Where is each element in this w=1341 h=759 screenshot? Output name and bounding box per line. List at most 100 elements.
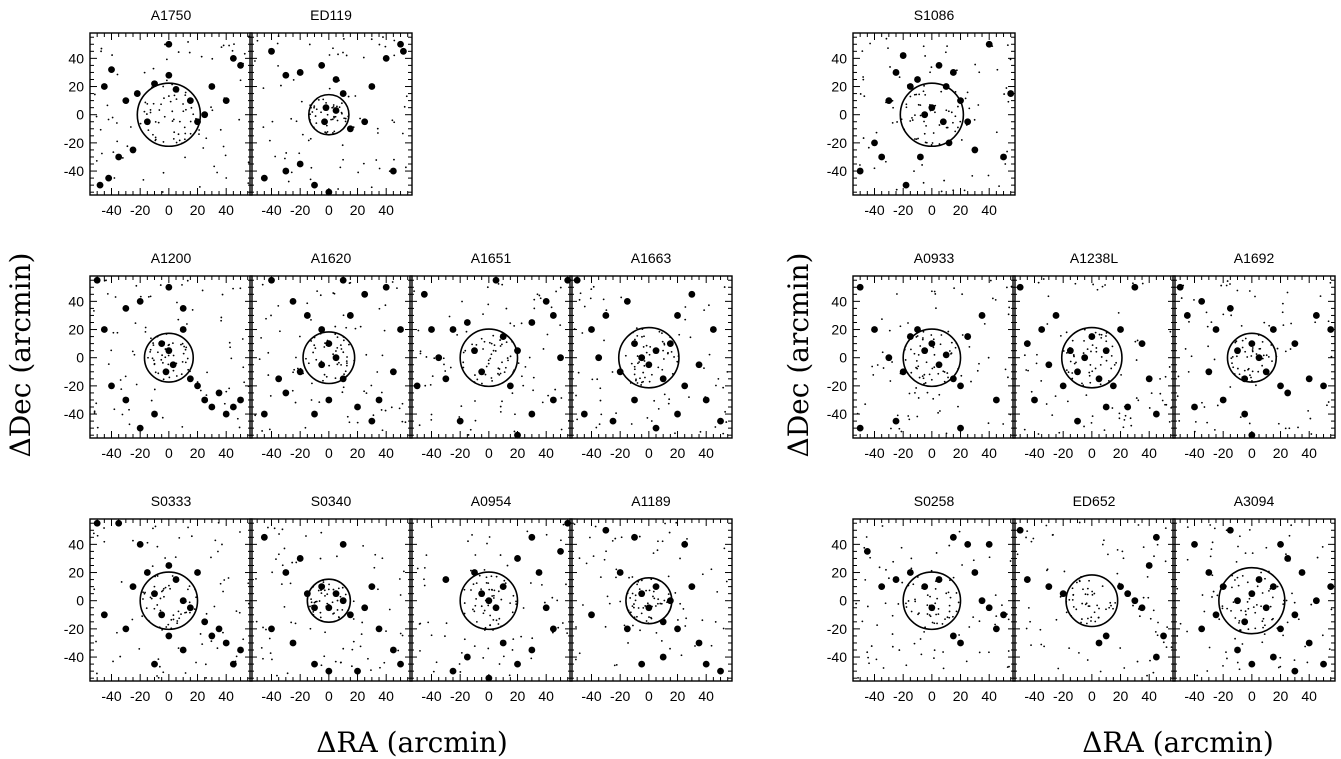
field-galaxy-point — [520, 322, 523, 325]
field-galaxy-point — [1007, 618, 1010, 621]
field-galaxy-point — [725, 580, 728, 583]
field-galaxy-point — [187, 41, 189, 43]
member-point — [1320, 660, 1327, 668]
field-galaxy-point — [1091, 593, 1094, 596]
y-tick-label: 40 — [68, 536, 84, 552]
x-tick-label: 0 — [485, 445, 493, 461]
field-galaxy-point — [949, 596, 952, 599]
field-galaxy-point — [220, 316, 223, 319]
field-galaxy-point — [144, 326, 147, 329]
field-galaxy-point — [930, 378, 933, 381]
field-galaxy-point — [315, 600, 318, 603]
field-galaxy-point — [1086, 348, 1089, 351]
field-galaxy-point — [152, 527, 154, 530]
field-galaxy-point — [324, 631, 326, 634]
field-galaxy-point — [585, 562, 588, 565]
field-galaxy-point — [484, 373, 487, 376]
field-galaxy-point — [947, 376, 949, 379]
field-galaxy-point — [1241, 574, 1244, 577]
field-galaxy-point — [149, 295, 152, 298]
field-galaxy-point — [1084, 603, 1087, 606]
x-tick-label: 40 — [1301, 688, 1317, 704]
member-point — [122, 97, 130, 105]
field-galaxy-point — [925, 141, 928, 144]
member-point — [1023, 576, 1031, 583]
field-galaxy-point — [315, 108, 318, 111]
field-galaxy-point — [152, 67, 155, 70]
field-galaxy-point — [685, 617, 688, 620]
field-galaxy-point — [919, 104, 922, 107]
field-galaxy-point — [171, 575, 174, 577]
field-galaxy-point — [896, 121, 898, 123]
field-galaxy-point — [230, 357, 233, 360]
field-galaxy-point — [1099, 383, 1102, 386]
panel-title: A1238L — [1070, 250, 1118, 266]
field-galaxy-point — [1231, 586, 1233, 589]
field-galaxy-point — [1067, 371, 1070, 374]
field-galaxy-point — [943, 179, 946, 182]
member-point — [346, 611, 354, 619]
field-galaxy-point — [1091, 370, 1094, 373]
member-point — [208, 632, 216, 640]
field-galaxy-point — [1201, 401, 1203, 404]
field-galaxy-point — [890, 427, 892, 430]
field-galaxy-point — [222, 631, 224, 634]
x-tick-label: 40 — [981, 688, 997, 704]
field-galaxy-point — [513, 325, 516, 327]
field-galaxy-point — [292, 79, 295, 81]
field-galaxy-point — [482, 348, 484, 350]
field-galaxy-point — [336, 363, 339, 366]
field-galaxy-point — [341, 586, 344, 589]
field-galaxy-point — [1042, 278, 1045, 280]
field-galaxy-point — [178, 139, 181, 142]
field-galaxy-point — [498, 374, 501, 376]
field-galaxy-point — [161, 416, 164, 419]
member-point — [282, 71, 290, 79]
field-galaxy-point — [1282, 603, 1285, 606]
field-galaxy-point — [522, 607, 525, 609]
member-point — [514, 555, 521, 562]
field-galaxy-point — [869, 42, 872, 45]
panel-title: A1189 — [631, 493, 671, 509]
field-galaxy-point — [228, 387, 231, 390]
field-galaxy-point — [1071, 599, 1074, 601]
y-tick-label: 0 — [839, 350, 847, 366]
field-galaxy-point — [679, 602, 682, 605]
field-galaxy-point — [265, 317, 267, 320]
tick-marks — [249, 519, 412, 681]
field-galaxy-point — [187, 368, 190, 371]
field-galaxy-point — [105, 279, 107, 282]
field-galaxy-point — [905, 602, 907, 605]
field-galaxy-point — [256, 39, 259, 42]
x-tick-label: -40 — [261, 688, 281, 704]
member-point — [311, 604, 318, 612]
field-galaxy-point — [167, 623, 170, 626]
field-galaxy-point — [933, 353, 936, 356]
field-galaxy-point — [273, 527, 276, 530]
member-point — [1131, 283, 1139, 291]
field-galaxy-point — [156, 604, 159, 606]
field-galaxy-point — [269, 395, 272, 397]
x-tick-label: 20 — [953, 445, 969, 461]
member-point — [602, 526, 610, 534]
field-galaxy-point — [1321, 546, 1324, 548]
y-tick-label: 0 — [839, 593, 847, 609]
field-galaxy-point — [635, 379, 637, 382]
field-galaxy-point — [945, 432, 948, 435]
field-galaxy-point — [908, 418, 911, 421]
field-galaxy-point — [1178, 420, 1181, 422]
field-galaxy-point — [1059, 595, 1062, 598]
x-tick-label: 40 — [378, 202, 394, 218]
field-galaxy-point — [1096, 288, 1099, 291]
field-galaxy-point — [335, 350, 337, 352]
field-galaxy-point — [620, 536, 623, 539]
aperture-circle — [625, 576, 673, 625]
field-galaxy-point — [462, 351, 465, 354]
field-galaxy-point — [322, 98, 325, 101]
member-point — [368, 417, 376, 425]
field-galaxy-point — [116, 140, 119, 143]
member-point — [260, 410, 268, 418]
field-galaxy-point — [342, 37, 345, 40]
field-galaxy-point — [146, 541, 149, 544]
field-galaxy-point — [365, 353, 368, 356]
